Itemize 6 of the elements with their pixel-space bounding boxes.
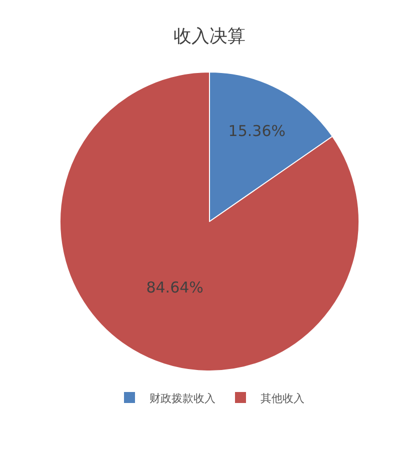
legend-label: 财政拨款收入: [150, 392, 216, 405]
pie-slice: [60, 72, 360, 372]
data-label: 84.64%: [146, 278, 204, 297]
chart-title: 收入决算: [174, 26, 246, 47]
data-label: 15.36%: [228, 122, 286, 140]
legend-label: 其他收入: [260, 392, 304, 405]
